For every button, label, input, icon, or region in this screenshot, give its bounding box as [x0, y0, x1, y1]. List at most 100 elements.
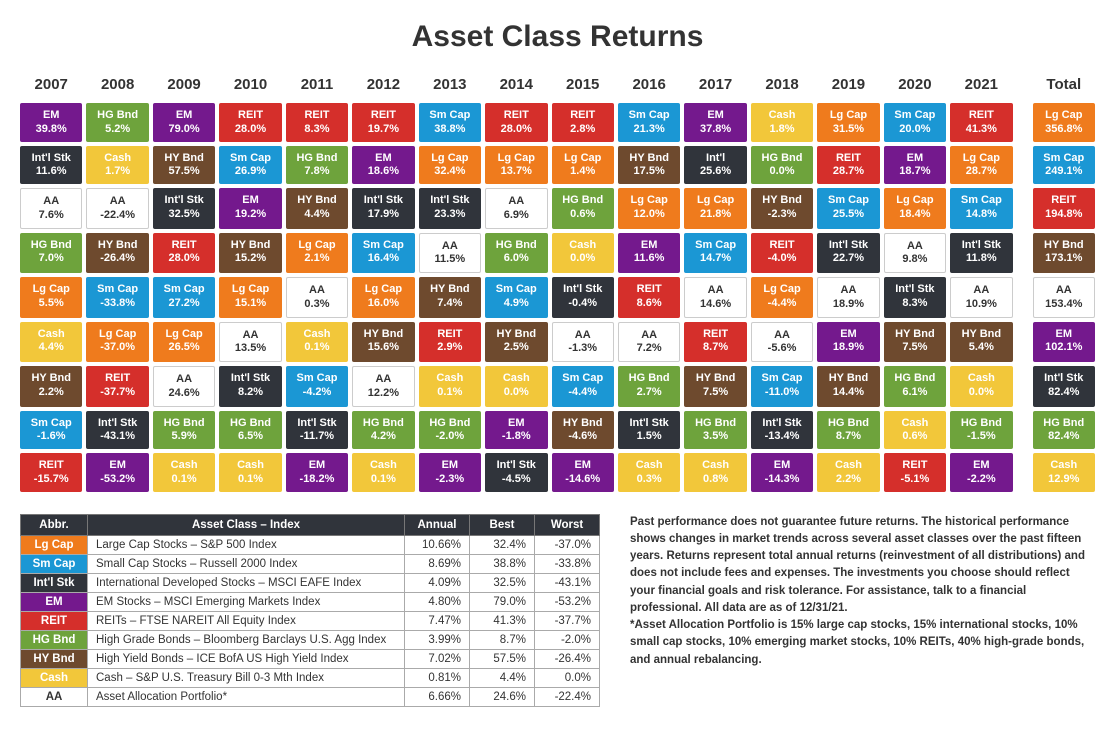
cell-label: AA	[21, 195, 81, 209]
quilt-cell: Int'l Stk23.3%	[419, 188, 481, 229]
cell-label: EM	[86, 459, 148, 473]
legend-abbr: Cash	[21, 668, 88, 687]
cell-label: Int'l Stk	[950, 239, 1012, 253]
legend-annual: 0.81%	[405, 668, 470, 687]
cell-label: EM	[552, 459, 614, 473]
quilt-cell: Cash0.1%	[153, 453, 215, 492]
quilt-cell: Sm Cap-4.4%	[552, 366, 614, 407]
quilt-cell: HY Bnd7.5%	[884, 322, 946, 363]
quilt-cell: HG Bnd6.1%	[884, 366, 946, 407]
legend-worst: -43.1%	[535, 573, 600, 592]
quilt-grid: 2007200820092010201120122013201420152016…	[20, 72, 1095, 492]
quilt-cell: HY Bnd7.4%	[419, 277, 481, 318]
cell-value: 7.5%	[684, 386, 746, 400]
legend-abbr: Sm Cap	[21, 554, 88, 573]
legend-annual: 6.66%	[405, 687, 470, 706]
quilt-cell: EM-14.3%	[751, 453, 813, 492]
cell-label: AA	[154, 373, 214, 387]
bottom-section: Abbr.Asset Class – IndexAnnualBestWorstL…	[20, 514, 1095, 707]
cell-label: HY Bnd	[286, 194, 348, 208]
cell-value: 13.7%	[485, 165, 547, 179]
cell-label: Int'l Stk	[884, 283, 946, 297]
cell-label: Sm Cap	[817, 194, 879, 208]
cell-label: Cash	[684, 459, 746, 473]
legend-abbr: REIT	[21, 611, 88, 630]
cell-label: EM	[286, 459, 348, 473]
cell-label: HG Bnd	[552, 194, 614, 208]
year-header: 2011	[286, 72, 348, 99]
quilt-cell: HY Bnd15.2%	[219, 233, 281, 274]
quilt-cell: EM18.6%	[352, 146, 414, 185]
legend-worst: -53.2%	[535, 592, 600, 611]
quilt-cell: Cash2.2%	[817, 453, 879, 492]
cell-label: REIT	[817, 152, 879, 166]
cell-value: 26.9%	[219, 165, 281, 179]
quilt-cell: AA0.3%	[286, 277, 348, 318]
quilt-cell: Cash0.0%	[552, 233, 614, 274]
cell-value: -4.6%	[552, 430, 614, 444]
legend-annual: 3.99%	[405, 630, 470, 649]
legend-annual: 4.80%	[405, 592, 470, 611]
quilt-cell: Lg Cap28.7%	[950, 146, 1012, 185]
cell-value: 21.8%	[684, 208, 746, 222]
legend-worst: -37.7%	[535, 611, 600, 630]
quilt-cell: HG Bnd7.0%	[20, 233, 82, 274]
cell-label: Cash	[884, 417, 946, 431]
quilt-cell: Cash0.6%	[884, 411, 946, 450]
quilt-cell: Int'l Stk-4.5%	[485, 453, 547, 492]
cell-value: 7.8%	[286, 165, 348, 179]
cell-value: 5.2%	[86, 123, 148, 137]
legend-worst: -33.8%	[535, 554, 600, 573]
footnote-text: *Asset Allocation Portfolio is 15% large…	[630, 619, 1084, 666]
cell-value: 15.6%	[352, 341, 414, 355]
quilt-cell: Lg Cap16.0%	[352, 277, 414, 318]
cell-label: Sm Cap	[153, 283, 215, 297]
cell-label: REIT	[419, 328, 481, 342]
legend-name: REITs – FTSE NAREIT All Equity Index	[88, 611, 405, 630]
cell-label: Int'l Stk	[20, 152, 82, 166]
legend-row: Sm CapSmall Cap Stocks – Russell 2000 In…	[21, 554, 600, 573]
legend-best: 57.5%	[470, 649, 535, 668]
quilt-cell: Cash1.7%	[86, 146, 148, 185]
quilt-cell: EM18.7%	[884, 146, 946, 185]
cell-label: HG Bnd	[684, 417, 746, 431]
cell-value: 0.3%	[287, 298, 347, 312]
cell-label: Cash	[419, 372, 481, 386]
cell-value: 37.8%	[684, 123, 746, 137]
cell-value: -37.7%	[86, 386, 148, 400]
quilt-cell: HG Bnd6.5%	[219, 411, 281, 450]
cell-label: HG Bnd	[153, 417, 215, 431]
cell-label: Lg Cap	[618, 194, 680, 208]
total-cell: AA153.4%	[1033, 277, 1095, 318]
cell-value: 82.4%	[1033, 386, 1095, 400]
quilt-cell: Cash0.0%	[950, 366, 1012, 407]
cell-label: Lg Cap	[286, 239, 348, 253]
quilt-cell: HG Bnd5.9%	[153, 411, 215, 450]
legend-header: Worst	[535, 514, 600, 535]
quilt-cell: AA12.2%	[352, 366, 414, 407]
cell-value: 5.5%	[20, 297, 82, 311]
quilt-cell: Cash1.8%	[751, 103, 813, 142]
cell-value: 21.3%	[618, 123, 680, 137]
total-cell: Sm Cap249.1%	[1033, 146, 1095, 185]
quilt-cell: REIT8.6%	[618, 277, 680, 318]
quilt-cell: Lg Cap18.4%	[884, 188, 946, 229]
quilt-cell: AA11.5%	[419, 233, 481, 274]
cell-label: AA	[353, 373, 413, 387]
cell-value: 14.7%	[684, 252, 746, 266]
quilt-cell: REIT2.9%	[419, 322, 481, 363]
quilt-cell: AA7.2%	[618, 322, 680, 363]
year-header: 2009	[153, 72, 215, 99]
cell-value: -2.3%	[419, 473, 481, 487]
cell-value: 2.7%	[618, 386, 680, 400]
year-header: 2016	[618, 72, 680, 99]
quilt-cell: Sm Cap4.9%	[485, 277, 547, 318]
cell-label: EM	[950, 459, 1012, 473]
cell-value: -43.1%	[86, 430, 148, 444]
cell-label: Cash	[751, 109, 813, 123]
year-header: 2015	[552, 72, 614, 99]
cell-label: REIT	[286, 109, 348, 123]
cell-value: 2.9%	[419, 341, 481, 355]
quilt-cell: AA14.6%	[684, 277, 746, 318]
quilt-cell: Cash0.1%	[419, 366, 481, 407]
